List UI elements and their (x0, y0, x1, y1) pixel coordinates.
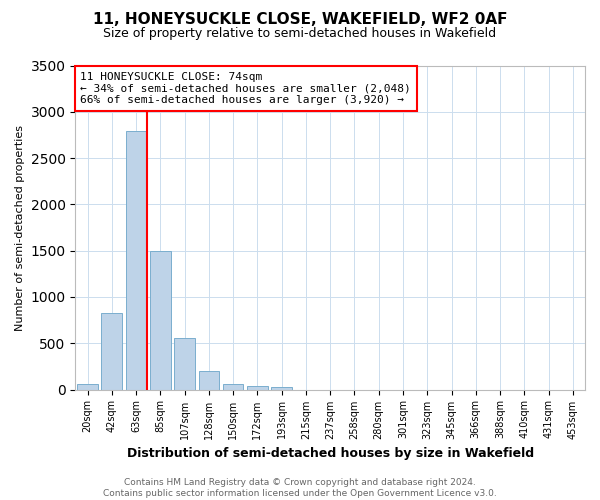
Text: 11, HONEYSUCKLE CLOSE, WAKEFIELD, WF2 0AF: 11, HONEYSUCKLE CLOSE, WAKEFIELD, WF2 0A… (93, 12, 507, 28)
Bar (174, 338, 195, 390)
Bar (150, 250, 170, 390)
Text: Contains HM Land Registry data © Crown copyright and database right 2024.
Contai: Contains HM Land Registry data © Crown c… (103, 478, 497, 498)
Y-axis label: Number of semi-detached properties: Number of semi-detached properties (15, 124, 25, 330)
Bar (223, 384, 244, 390)
Bar (101, 312, 122, 390)
Text: 11 HONEYSUCKLE CLOSE: 74sqm
← 34% of semi-detached houses are smaller (2,048)
66: 11 HONEYSUCKLE CLOSE: 74sqm ← 34% of sem… (80, 72, 411, 105)
Bar (247, 386, 268, 390)
Bar (126, 131, 146, 390)
Bar (77, 384, 98, 390)
Text: Size of property relative to semi-detached houses in Wakefield: Size of property relative to semi-detach… (103, 28, 497, 40)
Bar (271, 387, 292, 390)
Bar (199, 371, 219, 390)
X-axis label: Distribution of semi-detached houses by size in Wakefield: Distribution of semi-detached houses by … (127, 447, 534, 460)
